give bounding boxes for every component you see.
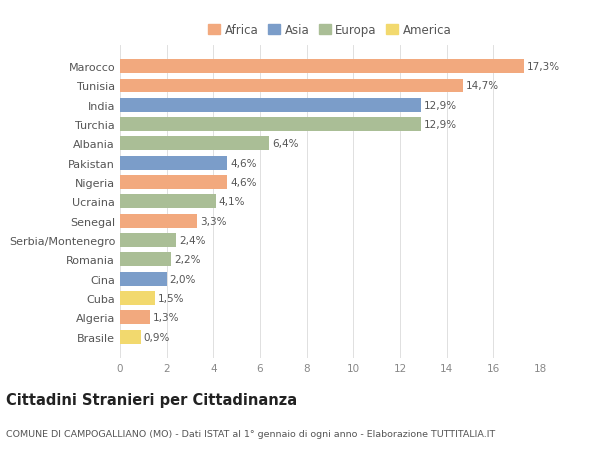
Text: 2,0%: 2,0% xyxy=(169,274,196,284)
Bar xyxy=(120,311,151,325)
Text: 0,9%: 0,9% xyxy=(144,332,170,342)
Bar xyxy=(120,79,463,93)
Text: 17,3%: 17,3% xyxy=(526,62,560,72)
Text: 4,6%: 4,6% xyxy=(230,178,257,188)
Bar xyxy=(120,234,176,247)
Bar xyxy=(120,157,227,170)
Text: 6,4%: 6,4% xyxy=(272,139,299,149)
Text: 1,5%: 1,5% xyxy=(158,293,184,303)
Bar xyxy=(120,330,141,344)
Bar xyxy=(120,291,155,305)
Bar xyxy=(120,253,172,267)
Text: 3,3%: 3,3% xyxy=(200,216,226,226)
Bar xyxy=(120,118,421,132)
Text: 2,4%: 2,4% xyxy=(179,235,205,246)
Bar xyxy=(120,176,227,190)
Text: 2,2%: 2,2% xyxy=(174,255,200,265)
Bar xyxy=(120,195,215,209)
Bar xyxy=(120,272,167,286)
Text: Cittadini Stranieri per Cittadinanza: Cittadini Stranieri per Cittadinanza xyxy=(6,392,297,407)
Text: 1,3%: 1,3% xyxy=(153,313,179,323)
Bar xyxy=(120,214,197,228)
Text: COMUNE DI CAMPOGALLIANO (MO) - Dati ISTAT al 1° gennaio di ogni anno - Elaborazi: COMUNE DI CAMPOGALLIANO (MO) - Dati ISTA… xyxy=(6,429,495,438)
Text: 12,9%: 12,9% xyxy=(424,120,457,130)
Legend: Africa, Asia, Europa, America: Africa, Asia, Europa, America xyxy=(208,24,452,37)
Bar xyxy=(120,99,421,112)
Text: 4,6%: 4,6% xyxy=(230,158,257,168)
Text: 14,7%: 14,7% xyxy=(466,81,499,91)
Bar xyxy=(120,137,269,151)
Text: 4,1%: 4,1% xyxy=(218,197,245,207)
Text: 12,9%: 12,9% xyxy=(424,101,457,111)
Bar xyxy=(120,60,524,74)
